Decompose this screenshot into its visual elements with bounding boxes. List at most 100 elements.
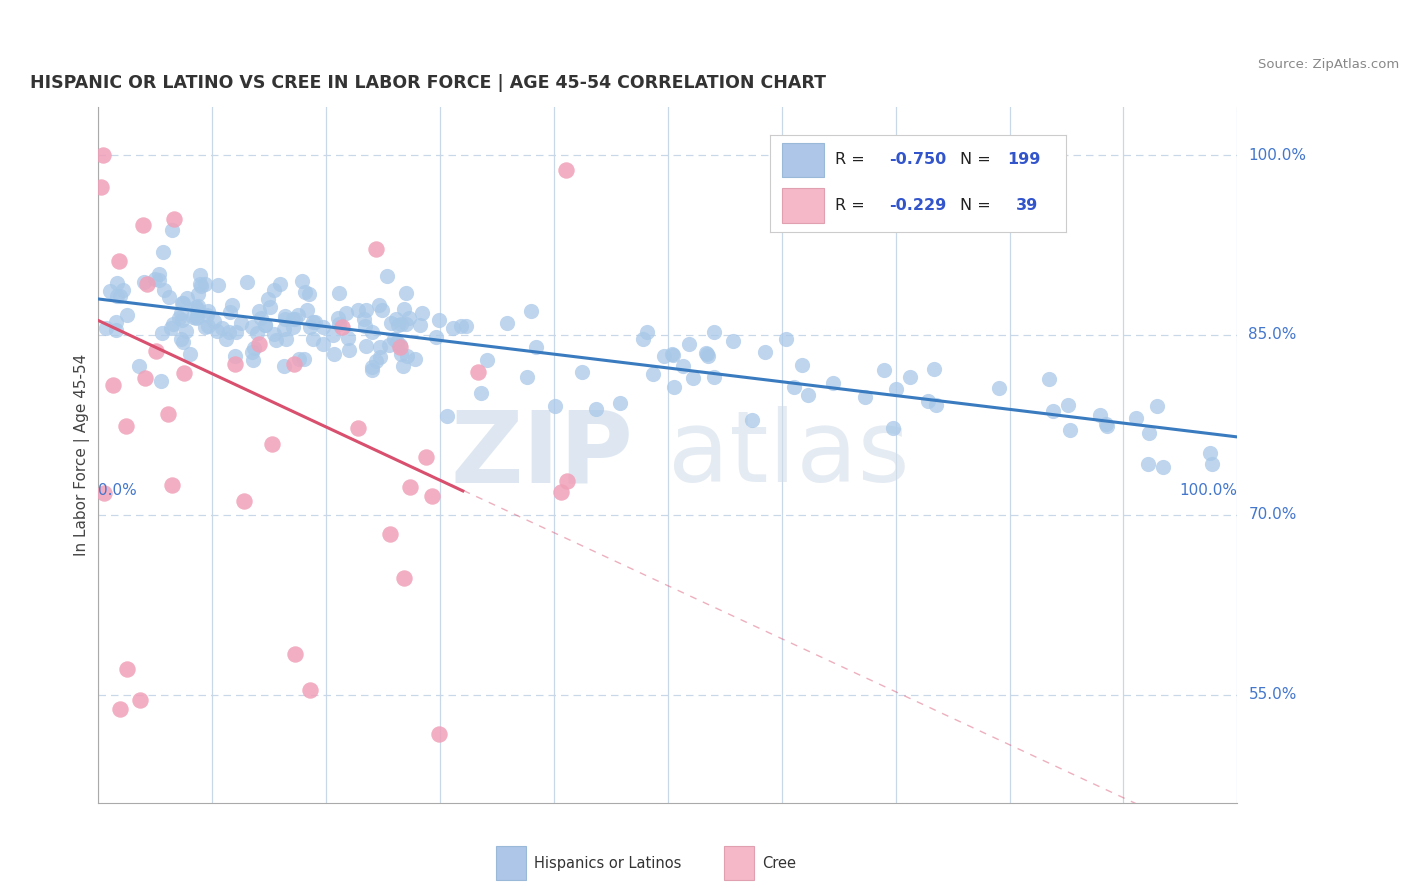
Text: 100.0%: 100.0%	[1249, 147, 1306, 162]
Point	[703, 369, 725, 384]
Point	[108, 288, 131, 302]
Point	[202, 313, 225, 327]
Point	[1136, 458, 1159, 472]
Point	[1088, 409, 1111, 423]
Point	[108, 702, 131, 716]
Point	[884, 382, 907, 396]
Point	[170, 306, 193, 320]
Point	[322, 347, 344, 361]
Point	[254, 318, 277, 332]
Point	[384, 312, 406, 326]
Point	[368, 340, 391, 354]
Point	[312, 319, 335, 334]
Point	[273, 310, 295, 324]
Point	[174, 325, 197, 339]
Point	[186, 310, 208, 325]
Point	[347, 421, 370, 435]
Point	[853, 390, 876, 404]
Point	[571, 365, 593, 379]
Point	[411, 305, 433, 319]
Point	[326, 311, 349, 326]
Point	[181, 310, 204, 324]
Point	[404, 351, 426, 366]
Point	[370, 350, 392, 364]
Point	[1059, 423, 1081, 437]
FancyBboxPatch shape	[496, 846, 526, 880]
Point	[1094, 417, 1116, 432]
Point	[662, 348, 685, 362]
Point	[631, 332, 654, 346]
Text: Hispanics or Latinos: Hispanics or Latinos	[534, 855, 682, 871]
Point	[389, 318, 412, 332]
Point	[215, 332, 238, 346]
Point	[347, 303, 370, 318]
Point	[221, 298, 243, 312]
Point	[322, 328, 344, 343]
Point	[229, 316, 252, 330]
Point	[179, 347, 201, 361]
Point	[672, 359, 695, 373]
Point	[283, 320, 305, 334]
Point	[207, 278, 229, 293]
Point	[328, 317, 350, 331]
FancyBboxPatch shape	[782, 188, 824, 222]
FancyBboxPatch shape	[724, 846, 754, 880]
Point	[477, 352, 499, 367]
Point	[398, 310, 420, 325]
Point	[187, 287, 209, 301]
Point	[283, 311, 305, 326]
Point	[211, 321, 233, 335]
Point	[93, 486, 115, 500]
Point	[188, 268, 211, 283]
Point	[301, 332, 323, 346]
Point	[117, 308, 139, 322]
Point	[288, 351, 311, 366]
Text: 85.0%: 85.0%	[1249, 327, 1296, 343]
Point	[287, 308, 309, 322]
Point	[783, 380, 806, 394]
Point	[263, 327, 285, 342]
Point	[105, 322, 128, 336]
FancyBboxPatch shape	[782, 143, 824, 177]
Point	[157, 289, 180, 303]
Point	[257, 293, 280, 307]
Point	[873, 362, 896, 376]
Point	[172, 334, 194, 349]
Point	[240, 344, 263, 359]
Point	[361, 363, 384, 377]
Point	[207, 324, 229, 338]
Point	[143, 272, 166, 286]
Point	[380, 316, 402, 330]
Point	[378, 527, 401, 541]
Point	[1201, 457, 1223, 471]
Point	[108, 254, 131, 268]
Point	[152, 244, 174, 259]
Point	[302, 315, 325, 329]
Point	[353, 311, 375, 326]
Point	[427, 727, 450, 741]
Point	[441, 321, 464, 335]
Point	[775, 332, 797, 346]
Point	[240, 320, 263, 334]
Point	[224, 357, 246, 371]
Point	[160, 478, 183, 492]
Point	[266, 333, 288, 347]
Point	[360, 325, 382, 339]
Point	[162, 223, 184, 237]
Point	[389, 347, 412, 361]
Point	[922, 362, 945, 376]
Point	[136, 277, 159, 292]
Point	[1125, 411, 1147, 425]
Point	[754, 344, 776, 359]
Point	[467, 365, 489, 379]
Point	[360, 359, 382, 374]
Point	[186, 310, 208, 324]
Text: 70.0%: 70.0%	[1249, 508, 1296, 523]
Text: ZIP: ZIP	[451, 407, 634, 503]
Point	[197, 304, 219, 318]
Point	[368, 297, 391, 311]
Point	[790, 358, 813, 372]
Point	[172, 296, 194, 310]
Point	[156, 407, 179, 421]
Text: Cree: Cree	[762, 855, 796, 871]
